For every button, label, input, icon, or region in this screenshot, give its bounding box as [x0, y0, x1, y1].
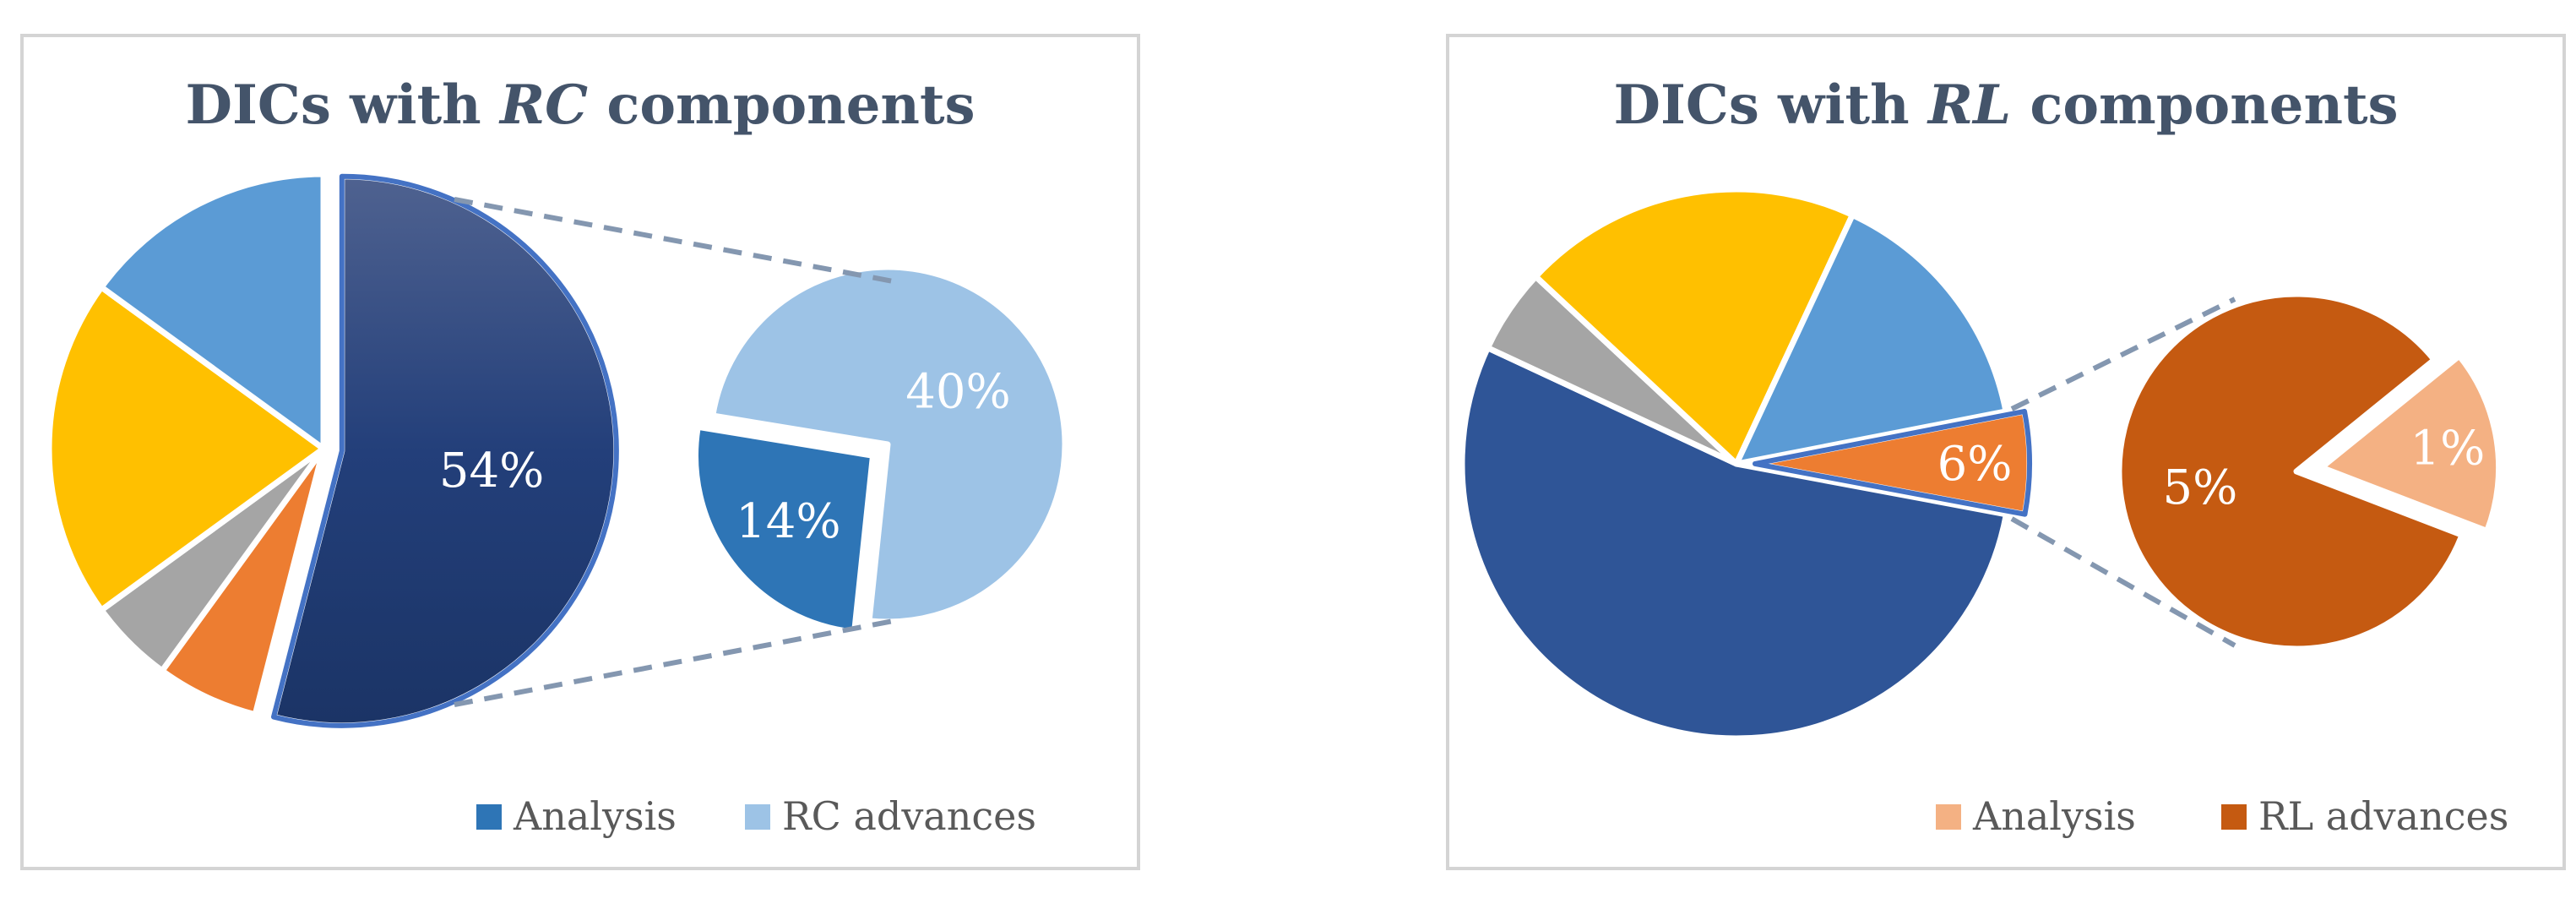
legend-label-rc-advances: RC advances	[782, 793, 1036, 839]
main-slice-4	[46, 284, 327, 613]
legend-swatch-analysis	[1936, 804, 1961, 830]
chart-rl: DICs with RL components 6% 5% 1% Analysis RL…	[1459, 74, 2508, 839]
selected-slice-outline	[271, 173, 619, 728]
legend-swatch-rc-advances	[745, 804, 770, 830]
connector-line	[454, 618, 899, 707]
connector-line	[454, 197, 899, 285]
secondary-slice-analysis	[2318, 352, 2503, 535]
legend-label-analysis: Analysis	[1972, 793, 2136, 839]
main-data-label: 54%	[439, 444, 544, 498]
chart-title: DICs with RC components	[185, 74, 975, 137]
connector-line	[2010, 516, 2236, 648]
main-slice-5	[1733, 211, 2009, 467]
legend-label-analysis: Analysis	[513, 793, 677, 839]
chart-rc: DICs with RC components 54% 14% 40% Analysi…	[46, 74, 1068, 839]
connector-line	[2010, 297, 2236, 411]
legend-label-rl-advances: RL advances	[2258, 793, 2508, 839]
main-slice-5	[98, 171, 327, 452]
legend-swatch-analysis	[476, 804, 502, 830]
main-slice-2	[1459, 345, 2009, 742]
chart-panel-rc: DICs with RC components 54% 14% 40% Analysi…	[20, 34, 1140, 870]
secondary-slice-rc-advances	[709, 264, 1068, 625]
chart-panel-rl: DICs with RL components 6% 5% 1% Analysis RL…	[1446, 34, 2566, 870]
secondary-slice-analysis	[693, 423, 877, 635]
selected-slice-outline	[1753, 408, 2032, 517]
chart-title: DICs with RL components	[1613, 74, 2398, 137]
secondary-data-label: 1%	[2410, 422, 2486, 477]
secondary-data-label: 40%	[905, 364, 1010, 419]
main-data-label: 6%	[1937, 437, 2013, 492]
secondary-data-label: 5%	[2163, 460, 2238, 515]
secondary-slice-rl-advances	[2116, 291, 2465, 652]
secondary-data-label: 14%	[736, 494, 840, 549]
main-slice-4	[1532, 186, 1856, 467]
legend-swatch-rl-advances	[2221, 804, 2247, 830]
